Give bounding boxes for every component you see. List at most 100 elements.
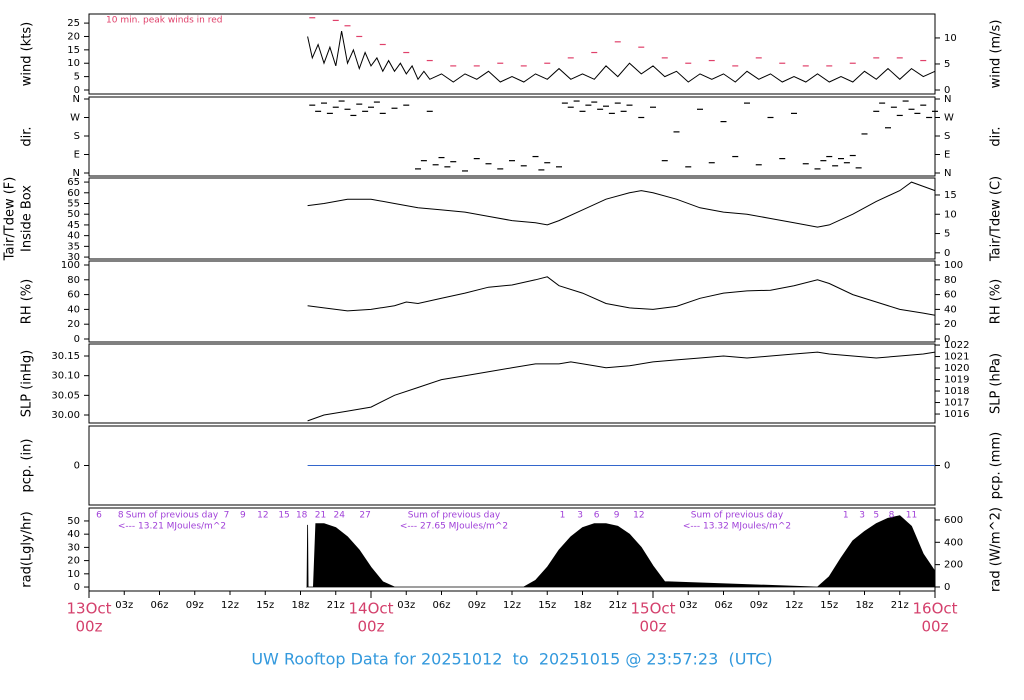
- x-tick-label: 18z: [574, 600, 592, 611]
- x-tick-label: 21z: [891, 600, 909, 611]
- y2-axis-label: rad (W/m^2): [989, 507, 1004, 592]
- x-tick-label: 09z: [750, 600, 768, 611]
- y-tick-label: 10: [67, 569, 80, 580]
- hourly-sum-label: 7: [224, 511, 230, 521]
- y-tick-label: 20: [67, 31, 80, 42]
- y2-tick-label: 5: [944, 229, 950, 240]
- hourly-sum-label: 12: [257, 511, 268, 521]
- y2-tick-label: 5: [944, 59, 950, 70]
- x-tick-label: 06z: [433, 600, 451, 611]
- x-tick-label: 18z: [856, 600, 874, 611]
- day-sum-total: <--- 27.65 MJoules/m^2: [400, 522, 508, 532]
- hourly-sum-label: 9: [240, 511, 246, 521]
- y-tick-label: 40: [67, 529, 80, 540]
- hourly-sum-label: 3: [859, 511, 865, 521]
- y2-tick-label: 0: [944, 461, 950, 472]
- data-line: [307, 181, 936, 228]
- y2-tick-label: 400: [944, 537, 963, 548]
- y2-tick-label: 15: [944, 190, 957, 201]
- panel-frame: [88, 260, 936, 343]
- x-day-label: 00z: [640, 618, 667, 636]
- y-axis-label: rad(Lgly/hr): [20, 511, 35, 587]
- y2-axis-label: dir.: [989, 126, 1004, 146]
- x-tick-label: 21z: [609, 600, 627, 611]
- y2-tick-label: 0: [944, 582, 950, 593]
- y2-axis-label: RH (%): [989, 279, 1004, 324]
- y-tick-label: 50: [67, 516, 80, 527]
- y-tick-label: 0: [74, 334, 80, 345]
- y-tick-label: S: [74, 131, 80, 142]
- hourly-sum-label: 15: [278, 511, 289, 521]
- y-tick-label: 60: [67, 290, 80, 301]
- hourly-sum-label: 24: [334, 511, 346, 521]
- hourly-sum-label: 8: [889, 511, 895, 521]
- y2-axis-label: Tair/Tdew (C): [989, 176, 1004, 262]
- hourly-sum-label: 5: [873, 511, 879, 521]
- y-tick-label: 30.15: [51, 351, 80, 362]
- y-axis-label: Inside Box: [20, 185, 35, 252]
- y2-tick-label: 60: [944, 290, 957, 301]
- x-tick-label: 03z: [115, 600, 133, 611]
- y2-tick-label: 1019: [944, 375, 969, 386]
- y-tick-label: N: [73, 168, 80, 179]
- y-tick-label: 40: [67, 304, 80, 315]
- y2-tick-label: 600: [944, 515, 963, 526]
- y-tick-label: 100: [61, 260, 80, 271]
- y-tick-label: 50: [67, 209, 80, 220]
- x-day-label: 00z: [76, 618, 103, 636]
- y2-tick-label: 0: [944, 85, 950, 96]
- hourly-sum-label: 27: [359, 511, 370, 521]
- y-axis-label: wind (kts): [20, 22, 35, 86]
- y-tick-label: 80: [67, 275, 80, 286]
- y-tick-label: 5: [74, 72, 80, 83]
- day-sum-total: <--- 13.21 MJoules/m^2: [118, 522, 226, 532]
- hourly-sum-label: 3: [577, 511, 583, 521]
- y-axis-label: RH (%): [20, 279, 35, 324]
- y2-tick-label: N: [944, 168, 951, 179]
- day-sum-heading: Sum of previous day: [408, 511, 501, 521]
- y2-tick-label: S: [944, 131, 950, 142]
- x-tick-label: 03z: [397, 600, 415, 611]
- x-day-label: 14Oct: [348, 600, 393, 618]
- y-tick-label: 10: [67, 58, 80, 69]
- y-tick-label: 35: [67, 241, 80, 252]
- y-tick-label: 30.05: [51, 390, 80, 401]
- x-tick-label: 09z: [468, 600, 486, 611]
- x-day-label: 13Oct: [66, 600, 111, 618]
- x-tick-label: 15z: [538, 600, 556, 611]
- y-tick-label: 0: [74, 461, 80, 472]
- y2-tick-label: W: [944, 112, 954, 123]
- y-tick-label: 15: [67, 45, 80, 56]
- annotation: 10 min. peak winds in red: [106, 16, 223, 26]
- x-tick-label: 18z: [292, 600, 310, 611]
- day-sum-heading: Sum of previous day: [691, 511, 784, 521]
- y2-tick-label: 0: [944, 248, 950, 259]
- x-tick-label: 21z: [327, 600, 345, 611]
- y2-tick-label: 100: [944, 260, 963, 271]
- y2-tick-label: 0: [944, 334, 950, 345]
- y2-tick-label: N: [944, 94, 951, 105]
- y-tick-label: 45: [67, 220, 80, 231]
- hourly-sum-label: 21: [315, 511, 326, 521]
- y-axis-label: Tair/Tdew (F): [3, 177, 18, 262]
- x-day-label: 16Oct: [912, 600, 957, 618]
- y-tick-label: 20: [67, 556, 80, 567]
- x-day-label: 00z: [358, 618, 385, 636]
- data-line: [307, 276, 936, 316]
- y2-tick-label: 10: [944, 33, 957, 44]
- x-tick-label: 12z: [221, 600, 239, 611]
- y2-tick-label: 1017: [944, 398, 969, 409]
- y2-tick-label: E: [944, 149, 950, 160]
- x-tick-label: 06z: [715, 600, 733, 611]
- data-line: [307, 31, 936, 83]
- hourly-sum-label: 6: [594, 511, 600, 521]
- y2-tick-label: 1021: [944, 352, 969, 363]
- y2-tick-label: 1020: [944, 363, 969, 374]
- y-tick-label: 30.10: [51, 371, 80, 382]
- y-tick-label: 65: [67, 177, 80, 188]
- y2-tick-label: 1018: [944, 386, 969, 397]
- y-axis-label: SLP (inHg): [20, 350, 35, 418]
- x-day-label: 15Oct: [630, 600, 675, 618]
- panel-frame: [88, 96, 936, 177]
- y2-tick-label: 20: [944, 319, 957, 330]
